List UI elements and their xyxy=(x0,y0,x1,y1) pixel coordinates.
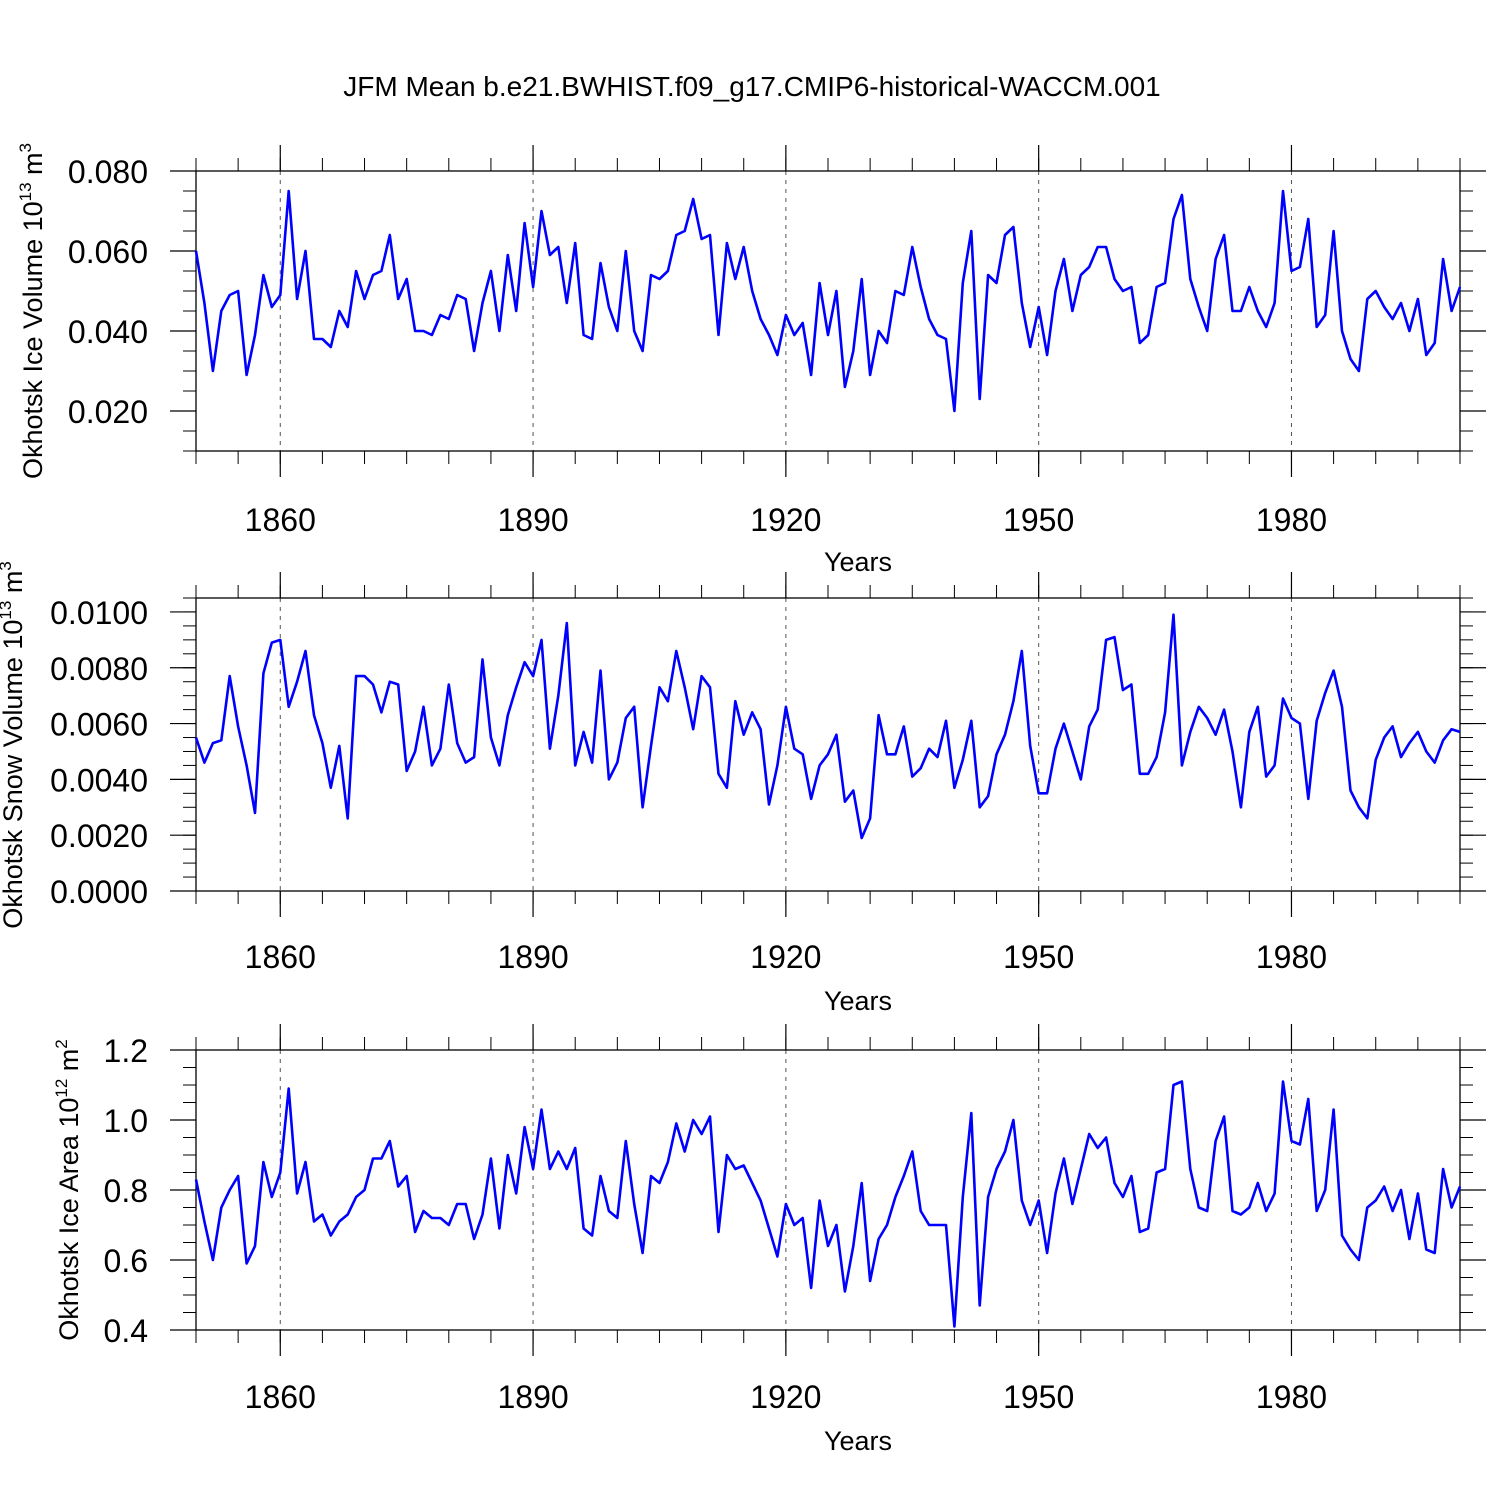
ice-area-xtick-label: 1920 xyxy=(750,1379,821,1415)
snow-volume-ytick-label: 0.0000 xyxy=(50,874,148,910)
ice-area-ytick-label: 1.2 xyxy=(104,1033,148,1069)
ice-volume-xtick-label: 1890 xyxy=(497,502,568,538)
ice-volume-xtick-label: 1860 xyxy=(245,502,316,538)
ice-volume-panel: 0.020 0.040 0.060 0.080 1860 1890 1920 1950 1980… xyxy=(16,143,1486,577)
ice-volume-series-line xyxy=(194,189,1462,413)
snow-volume-xtick-label: 1920 xyxy=(750,939,821,975)
snow-volume-series-line xyxy=(194,613,1461,840)
ice-volume-ytick-label: 0.020 xyxy=(68,394,148,430)
ice-volume-xtick-label: 1950 xyxy=(1003,502,1074,538)
ice-volume-ytick-label: 0.080 xyxy=(68,154,148,190)
ice-area-series-line xyxy=(194,1080,1462,1328)
snow-volume-ytick-label: 0.0080 xyxy=(50,651,148,687)
snow-volume-xlabel: Years xyxy=(824,986,892,1016)
ice-volume-xlabel: Years xyxy=(824,547,892,577)
ice-area-xtick-label: 1890 xyxy=(497,1379,568,1415)
snow-volume-plot-frame xyxy=(195,597,1461,892)
ice-area-ytick-label: 0.8 xyxy=(104,1173,148,1209)
ice-area-ylabel: Okhotsk Ice Area 1012 m2 xyxy=(52,1039,84,1341)
ice-area-xtick-label: 1980 xyxy=(1256,1379,1327,1415)
snow-volume-xtick-label: 1980 xyxy=(1256,939,1327,975)
ice-area-plot-frame xyxy=(195,1049,1461,1331)
snow-volume-xtick-label: 1860 xyxy=(245,939,316,975)
ice-area-ytick-label: 0.4 xyxy=(104,1313,148,1349)
snow-volume-xtick-label: 1950 xyxy=(1003,939,1074,975)
snow-volume-xtick-label: 1890 xyxy=(497,939,568,975)
ice-volume-plot-frame xyxy=(195,170,1461,452)
ice-area-xtick-label: 1950 xyxy=(1003,1379,1074,1415)
ice-volume-ylabel: Okhotsk Ice Volume 1013 m3 xyxy=(16,143,48,479)
ice-area-xlabel: Years xyxy=(824,1426,892,1456)
snow-volume-ytick-label: 0.0100 xyxy=(50,595,148,631)
ice-volume-xtick-label: 1920 xyxy=(750,502,821,538)
ice-area-xtick-label: 1860 xyxy=(245,1379,316,1415)
snow-volume-ytick-label: 0.0020 xyxy=(50,818,148,854)
snow-volume-ylabel: Okhotsk Snow Volume 1013 m3 xyxy=(0,561,28,929)
snow-volume-ytick-label: 0.0040 xyxy=(50,762,148,798)
ice-area-panel: 0.4 0.6 0.8 1.0 1.2 1860 1890 1920 1950 1980 Years… xyxy=(52,1024,1486,1456)
snow-volume-ytick-label: 0.0060 xyxy=(50,707,148,743)
ice-volume-xtick-label: 1980 xyxy=(1256,502,1327,538)
figure-title: JFM Mean b.e21.BWHIST.f09_g17.CMIP6-hist… xyxy=(343,71,1160,102)
ice-area-ytick-label: 0.6 xyxy=(104,1243,148,1279)
ice-area-ytick-label: 1.0 xyxy=(104,1103,148,1139)
snow-volume-panel: 0.0000 0.0020 0.0040 0.0060 0.0080 0.0100 1860… xyxy=(0,561,1486,1016)
ice-volume-ytick-label: 0.060 xyxy=(68,234,148,270)
ice-volume-ytick-label: 0.040 xyxy=(68,314,148,350)
